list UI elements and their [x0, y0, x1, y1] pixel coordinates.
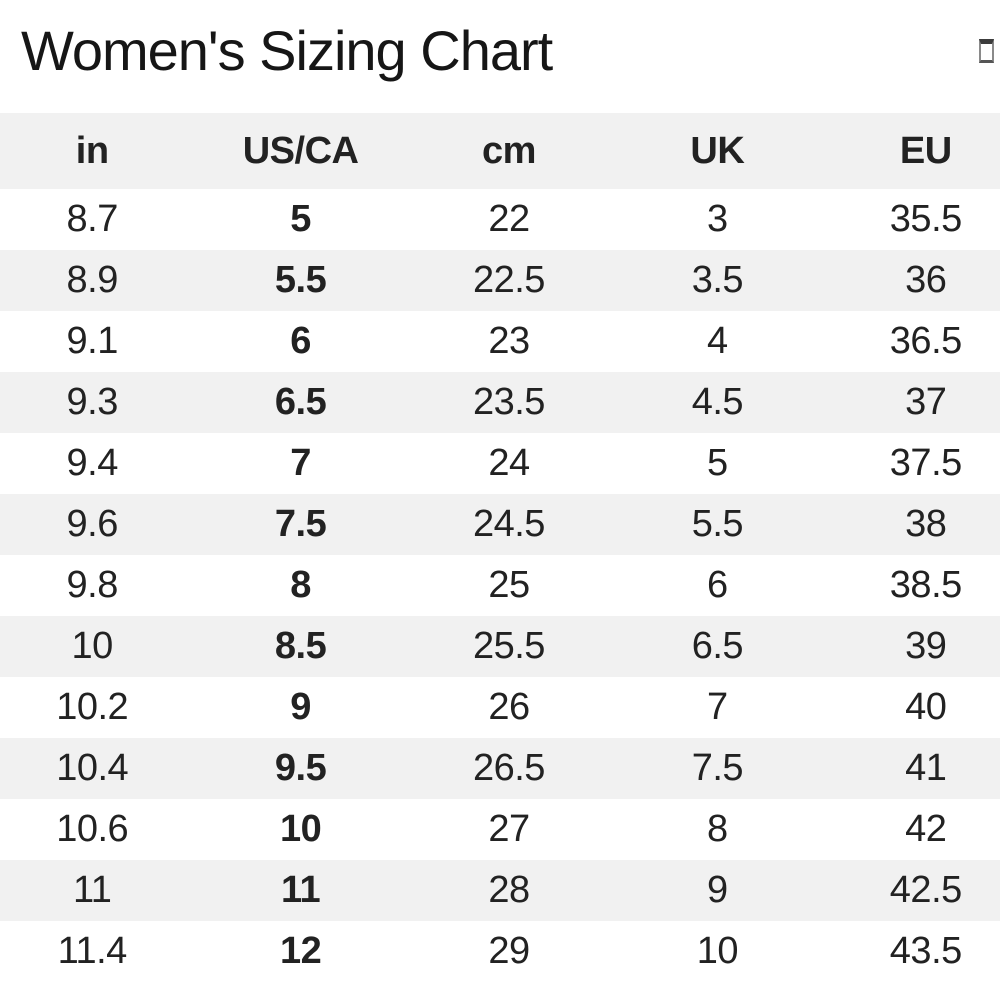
- size-cell: 24: [488, 442, 530, 484]
- size-cell: 7.5: [691, 747, 744, 789]
- size-cell: 27: [488, 808, 530, 850]
- size-cell: 4.5: [691, 381, 744, 423]
- size-cell: 3: [707, 198, 728, 240]
- size-cell: 9: [290, 686, 311, 728]
- table-row: 8.9 5.5 22.5 3.5 36: [0, 250, 1000, 311]
- size-cell: 10.4: [56, 747, 129, 789]
- header-row: in US/CA cm UK EU: [0, 113, 1000, 189]
- size-cell: 6.5: [274, 381, 327, 423]
- size-cell: 11.4: [57, 930, 128, 972]
- size-cell: 38.5: [889, 564, 962, 606]
- column-header-uk: UK: [690, 129, 745, 172]
- size-cell: 7: [707, 686, 728, 728]
- missing-glyph-icon[interactable]: [979, 39, 994, 63]
- size-cell: 8.9: [66, 259, 119, 301]
- size-cell: 3.5: [691, 259, 744, 301]
- size-cell: 36.5: [889, 320, 962, 362]
- size-cell: 9.4: [66, 442, 119, 484]
- size-cell: 42: [905, 808, 947, 850]
- size-cell: 29: [488, 930, 530, 972]
- size-cell: 26.5: [472, 747, 545, 789]
- table-row: 10.4 9.5 26.5 7.5 41: [0, 738, 1000, 799]
- size-cell: 9.6: [66, 503, 119, 545]
- size-cell: 12: [279, 930, 322, 972]
- size-cell: 24.5: [472, 503, 545, 545]
- size-cell: 8.7: [66, 198, 119, 240]
- size-cell: 11: [281, 869, 321, 911]
- size-cell: 41: [905, 747, 947, 789]
- size-cell: 43.5: [889, 930, 962, 972]
- size-cell: 5.5: [691, 503, 744, 545]
- size-cell: 22.5: [472, 259, 545, 301]
- size-cell: 8.5: [274, 625, 327, 667]
- column-header-cm: cm: [482, 129, 536, 172]
- size-cell: 28: [488, 869, 530, 911]
- size-cell: 9.1: [66, 320, 119, 362]
- table-row: 11 11 28 9 42.5: [0, 860, 1000, 921]
- column-header-eu: EU: [899, 129, 952, 172]
- table-row: 9.8 8 25 6 38.5: [0, 555, 1000, 616]
- size-cell: 5.5: [274, 259, 327, 301]
- size-cell: 7: [290, 442, 311, 484]
- size-cell: 8: [290, 564, 311, 606]
- table-body: 8.7 5 22 3 35.5 8.9 5.5 22.5 3.5 36 9.1 6 23 4 36.5 9.3…: [0, 189, 1000, 982]
- size-cell: 4: [707, 320, 728, 362]
- size-cell: 10.6: [56, 808, 129, 850]
- table-row: 10.2 9 26 7 40: [0, 677, 1000, 738]
- size-cell: 10: [279, 808, 322, 850]
- table-row: 10.6 10 27 8 42: [0, 799, 1000, 860]
- size-cell: 10: [71, 625, 114, 667]
- size-cell: 5: [707, 442, 728, 484]
- table-row: 8.7 5 22 3 35.5: [0, 189, 1000, 250]
- table-row: 9.6 7.5 24.5 5.5 38: [0, 494, 1000, 555]
- table-row: 11.4 12 29 10 43.5: [0, 921, 1000, 982]
- size-cell: 23.5: [472, 381, 545, 423]
- size-cell: 38: [905, 503, 947, 545]
- size-cell: 37.5: [889, 442, 962, 484]
- size-cell: 6: [290, 320, 311, 362]
- size-cell: 10.2: [56, 686, 129, 728]
- size-cell: 39: [905, 625, 947, 667]
- size-cell: 9.5: [274, 747, 327, 789]
- table-row: 9.4 7 24 5 37.5: [0, 433, 1000, 494]
- size-cell: 10: [696, 930, 739, 972]
- size-cell: 35.5: [889, 198, 962, 240]
- size-cell: 22: [488, 198, 530, 240]
- column-header-usca: US/CA: [242, 129, 359, 172]
- table-row: 9.1 6 23 4 36.5: [0, 311, 1000, 372]
- size-cell: 37: [905, 381, 947, 423]
- size-cell: 9.8: [66, 564, 119, 606]
- size-cell: 6.5: [691, 625, 744, 667]
- size-cell: 11: [72, 869, 112, 911]
- sizing-table: in US/CA cm UK EU 8.7 5 22 3 35.5 8.9 5.5 22.5 3.5 36…: [0, 113, 1000, 982]
- table-header: in US/CA cm UK EU: [0, 113, 1000, 189]
- table-row: 10 8.5 25.5 6.5 39: [0, 616, 1000, 677]
- size-cell: 25: [488, 564, 530, 606]
- size-cell: 42.5: [889, 869, 962, 911]
- size-cell: 40: [905, 686, 947, 728]
- size-cell: 9.3: [66, 381, 119, 423]
- size-cell: 9: [707, 869, 728, 911]
- size-cell: 8: [707, 808, 728, 850]
- page-title: Women's Sizing Chart: [21, 19, 553, 82]
- size-cell: 25.5: [472, 625, 545, 667]
- size-cell: 23: [488, 320, 530, 362]
- size-cell: 36: [905, 259, 947, 301]
- size-cell: 6: [707, 564, 728, 606]
- size-cell: 5: [290, 198, 311, 240]
- column-header-in: in: [75, 129, 109, 172]
- size-cell: 7.5: [274, 503, 327, 545]
- size-cell: 26: [488, 686, 530, 728]
- table-row: 9.3 6.5 23.5 4.5 37: [0, 372, 1000, 433]
